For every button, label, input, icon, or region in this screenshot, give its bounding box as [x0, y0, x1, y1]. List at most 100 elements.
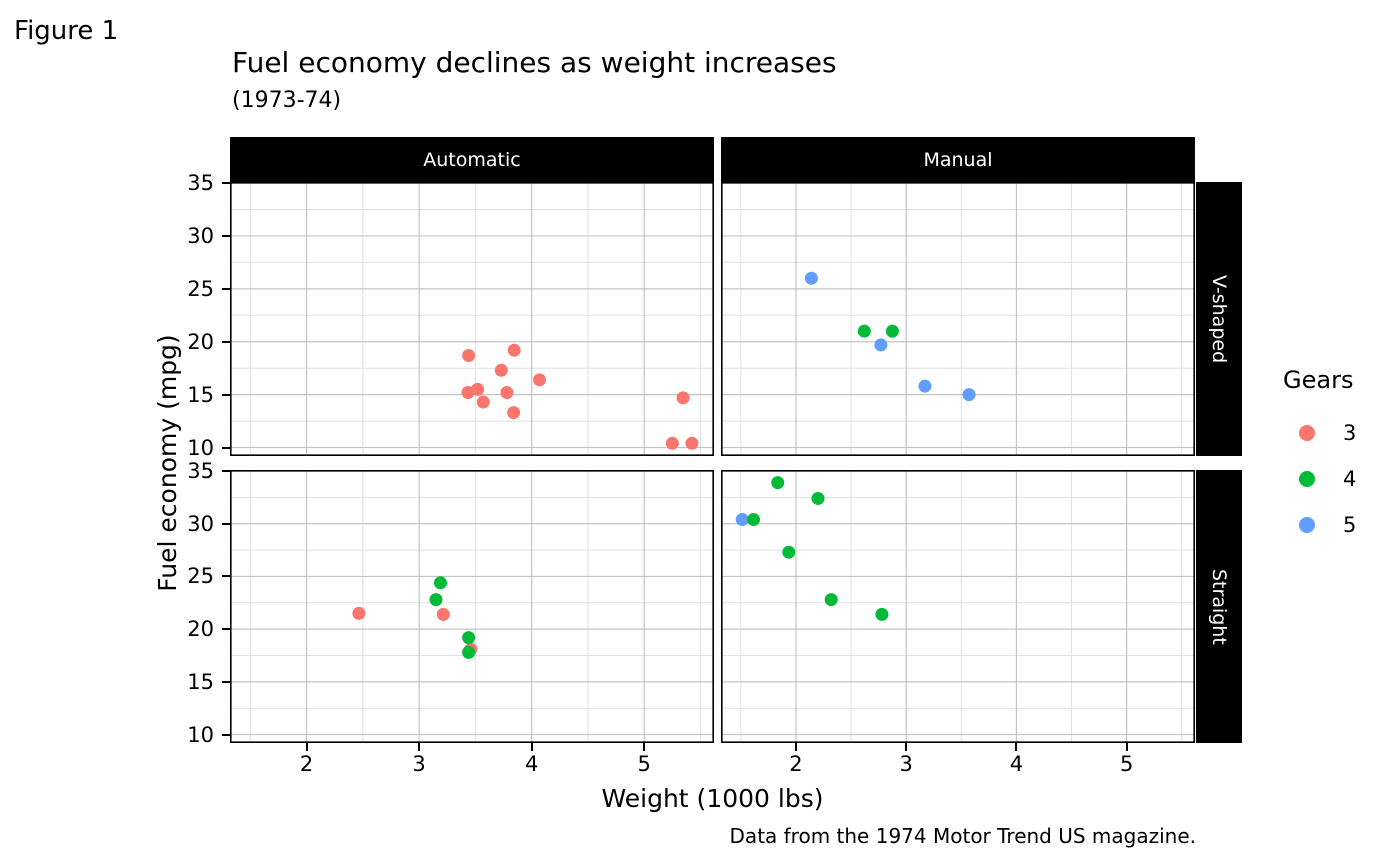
- data-point-gears-4: [875, 607, 889, 621]
- data-point-gears-4: [857, 324, 871, 338]
- y-tick-mark: [222, 182, 230, 185]
- figure-tag: Figure 1: [14, 16, 119, 46]
- legend: Gears 3 4 5: [1270, 366, 1400, 556]
- data-point-gears-5: [804, 271, 818, 285]
- data-point-gears-4: [782, 545, 796, 559]
- data-point-gears-5: [918, 379, 932, 393]
- data-point-gears-3: [461, 386, 475, 400]
- data-point-gears-4: [824, 593, 838, 607]
- data-point-gears-4: [811, 491, 825, 505]
- y-tick-mark: [222, 287, 230, 290]
- x-tick-mark: [794, 743, 797, 751]
- facet-panel-automatic-straight: [230, 470, 714, 743]
- legend-item-5: 5: [1299, 510, 1400, 540]
- panel-border: [230, 470, 714, 743]
- x-tick-label: 2: [299, 752, 314, 776]
- facet-strip-straight: Straight: [1196, 470, 1242, 743]
- y-tick-mark: [222, 733, 230, 736]
- data-point-gears-3: [665, 436, 679, 450]
- data-point-gears-3: [494, 363, 508, 377]
- chart-title: Fuel economy declines as weight increase…: [232, 46, 837, 79]
- y-tick-mark: [222, 522, 230, 525]
- data-point-gears-5: [874, 338, 888, 352]
- y-tick-label: 30: [187, 511, 214, 536]
- y-tick-label: 10: [187, 435, 214, 460]
- data-point-gears-4: [433, 576, 447, 590]
- y-tick-label: 15: [187, 382, 214, 407]
- data-point-gears-3: [685, 436, 699, 450]
- legend-item-label: 3: [1343, 421, 1357, 445]
- legend-dot-icon: [1299, 471, 1315, 487]
- data-point-gears-3: [533, 373, 547, 387]
- y-tick-label: 25: [187, 276, 214, 301]
- y-tick-mark: [222, 446, 230, 449]
- panel-border: [721, 182, 1195, 456]
- facet-strip-automatic: Automatic: [230, 137, 714, 182]
- panel-border: [230, 182, 714, 456]
- x-tick-label: 4: [524, 752, 539, 776]
- y-tick-mark: [222, 234, 230, 237]
- data-point-gears-3: [462, 348, 476, 362]
- x-tick-label: 4: [1009, 752, 1024, 776]
- data-point-gears-3: [507, 343, 521, 357]
- facet-panel-automatic-v-shaped: [230, 182, 714, 456]
- legend-dot-icon: [1299, 425, 1315, 441]
- data-point-gears-4: [747, 513, 761, 527]
- x-axis-title: Weight (1000 lbs): [601, 784, 824, 813]
- x-tick-label: 3: [899, 752, 913, 776]
- y-tick-mark: [222, 680, 230, 683]
- y-tick-label: 35: [187, 459, 214, 484]
- y-tick-mark: [222, 393, 230, 396]
- data-point-gears-4: [462, 631, 476, 645]
- x-tick-mark: [1015, 743, 1018, 751]
- x-tick-mark: [643, 743, 646, 751]
- x-tick-mark: [418, 743, 421, 751]
- facet-panel-manual-straight: [721, 470, 1195, 743]
- data-point-gears-4: [885, 324, 899, 338]
- y-tick-label: 10: [187, 722, 214, 747]
- y-axis-title: Fuel economy (mpg): [153, 334, 182, 592]
- data-point-gears-3: [507, 406, 521, 420]
- y-tick-label: 20: [187, 329, 214, 354]
- x-tick-mark: [305, 743, 308, 751]
- legend-item-4: 4: [1299, 464, 1400, 494]
- y-tick-mark: [222, 575, 230, 578]
- legend-item-label: 5: [1343, 513, 1357, 537]
- data-point-gears-3: [676, 391, 690, 405]
- x-tick-label: 3: [412, 752, 426, 776]
- data-point-gears-3: [500, 386, 514, 400]
- facet-strip-v-shaped: V-shaped: [1196, 182, 1242, 456]
- data-point-gears-4: [429, 593, 443, 607]
- legend-item-label: 4: [1343, 467, 1357, 491]
- panel-border: [721, 470, 1195, 743]
- data-point-gears-4: [771, 476, 785, 490]
- y-tick-mark: [222, 628, 230, 631]
- data-point-gears-4: [462, 645, 476, 659]
- legend-title: Gears: [1283, 366, 1354, 394]
- facet-panel-manual-v-shaped: [721, 182, 1195, 456]
- chart-subtitle: (1973-74): [232, 88, 342, 113]
- legend-dot-icon: [1299, 517, 1315, 533]
- x-tick-mark: [530, 743, 533, 751]
- y-tick-label: 35: [187, 171, 214, 196]
- y-tick-label: 15: [187, 669, 214, 694]
- x-tick-label: 2: [789, 752, 803, 776]
- x-tick-label: 5: [1119, 752, 1134, 776]
- legend-items: 3 4 5: [1270, 418, 1400, 540]
- x-tick-mark: [905, 743, 908, 751]
- y-tick-label: 25: [187, 564, 214, 589]
- y-tick-mark: [222, 470, 230, 473]
- data-point-gears-3: [476, 395, 490, 409]
- data-point-gears-5: [735, 513, 749, 527]
- y-tick-mark: [222, 340, 230, 343]
- facet-strip-manual: Manual: [721, 137, 1195, 182]
- y-tick-label: 30: [187, 223, 214, 248]
- data-point-gears-3: [436, 607, 450, 621]
- data-point-gears-5: [962, 388, 976, 402]
- x-tick-mark: [1125, 743, 1128, 751]
- chart-caption: Data from the 1974 Motor Trend US magazi…: [729, 824, 1196, 848]
- data-point-gears-3: [352, 606, 366, 620]
- y-tick-label: 20: [187, 617, 214, 642]
- x-tick-label: 5: [637, 752, 651, 776]
